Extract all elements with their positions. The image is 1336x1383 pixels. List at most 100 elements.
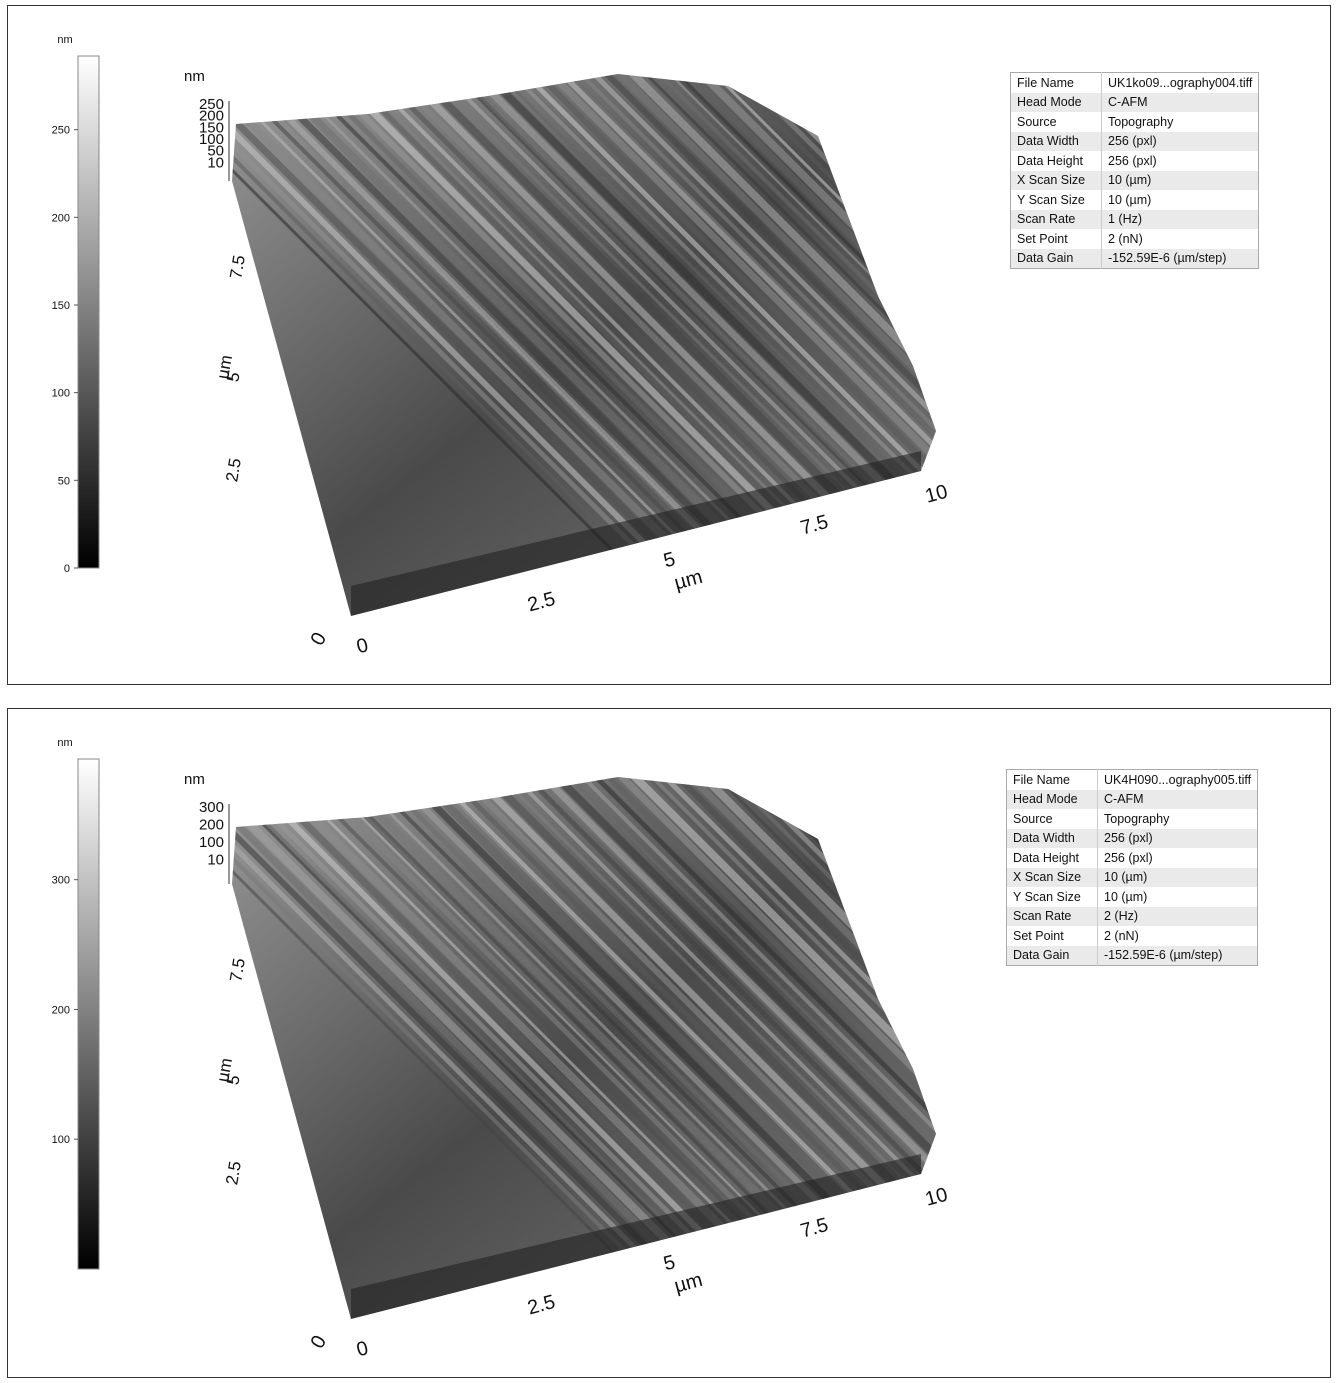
colorbar-tick-label: 100 (52, 1134, 70, 1146)
x-tick-label: 10 (923, 481, 950, 508)
x-tick-label: 7.5 (798, 1214, 831, 1242)
info-key: Data Width (1011, 132, 1102, 152)
afm-panel: nm050100150200250nm25020015010050102.557… (7, 5, 1331, 685)
y-tick-label: 2.5 (222, 457, 245, 484)
z-tick-label: 10 (207, 154, 224, 171)
info-row: Data Gain-152.59E-6 (µm/step) (1011, 249, 1259, 269)
z-axis-unit: nm (184, 771, 205, 788)
x-tick-label: 5 (661, 1251, 677, 1275)
z-tick-label: 300 (199, 799, 224, 816)
colorbar-tick-label: 0 (64, 563, 70, 575)
z-axis-unit: nm (184, 68, 205, 85)
origin-label: 0 (306, 1332, 331, 1353)
z-tick-label: 100 (199, 834, 224, 851)
x-tick-label: 7.5 (798, 511, 831, 539)
info-key: X Scan Size (1011, 171, 1102, 191)
info-value: 256 (pxl) (1098, 848, 1258, 868)
info-key: Data Width (1007, 829, 1098, 849)
info-value: 256 (pxl) (1102, 151, 1259, 171)
x-tick-label: 0 (354, 1337, 370, 1361)
info-value: 10 (µm) (1098, 887, 1258, 907)
info-value: 2 (Hz) (1098, 907, 1258, 927)
x-tick-label: 0 (354, 634, 370, 658)
info-value: 2 (nN) (1098, 926, 1258, 946)
x-axis-unit: µm (672, 1269, 705, 1298)
x-tick-label: 5 (661, 548, 677, 572)
y-tick-label: 2.5 (222, 1160, 245, 1187)
colorbar-tick-label: 200 (52, 1004, 70, 1016)
info-key: Head Mode (1007, 790, 1098, 810)
info-key: File Name (1011, 73, 1102, 93)
info-key: Data Height (1007, 848, 1098, 868)
info-key: Head Mode (1011, 93, 1102, 113)
info-value: Topography (1102, 112, 1259, 132)
colorbar-tick-label: 50 (58, 475, 70, 487)
info-key: File Name (1007, 770, 1098, 790)
info-row: Set Point2 (nN) (1007, 926, 1258, 946)
info-key: Y Scan Size (1011, 190, 1102, 210)
info-value: 2 (nN) (1102, 229, 1259, 249)
colorbar-unit: nm (57, 737, 72, 749)
info-key: Set Point (1011, 229, 1102, 249)
z-tick-label: 10 (207, 852, 224, 869)
info-row: X Scan Size10 (µm) (1007, 868, 1258, 888)
colorbar-tick-label: 250 (52, 125, 70, 137)
info-row: Data Height256 (pxl) (1011, 151, 1259, 171)
info-value: UK1ko09...ography004.tiff (1102, 73, 1259, 93)
info-value: 10 (µm) (1098, 868, 1258, 888)
info-key: Scan Rate (1007, 907, 1098, 927)
colorbar-tick-label: 100 (52, 388, 70, 400)
info-value: 256 (pxl) (1102, 132, 1259, 152)
z-tick-label: 200 (199, 817, 224, 834)
colorbar-unit: nm (57, 34, 72, 46)
info-value: C-AFM (1098, 790, 1258, 810)
info-key: Data Gain (1007, 946, 1098, 966)
info-key: Y Scan Size (1007, 887, 1098, 907)
x-axis-unit: µm (672, 566, 705, 595)
info-row: SourceTopography (1011, 112, 1259, 132)
info-row: Data Width256 (pxl) (1011, 132, 1259, 152)
info-value: C-AFM (1102, 93, 1259, 113)
info-value: 10 (µm) (1102, 171, 1259, 191)
info-value: Topography (1098, 809, 1258, 829)
x-tick-label: 2.5 (525, 1291, 558, 1319)
info-value: 10 (µm) (1102, 190, 1259, 210)
colorbar (78, 56, 99, 568)
info-key: Source (1007, 809, 1098, 829)
info-row: Data Gain-152.59E-6 (µm/step) (1007, 946, 1258, 966)
info-key: Scan Rate (1011, 210, 1102, 230)
info-value: UK4H090...ography005.tiff (1098, 770, 1258, 790)
info-key: Set Point (1007, 926, 1098, 946)
x-tick-label: 2.5 (525, 588, 558, 616)
info-key: Data Height (1011, 151, 1102, 171)
info-key: Data Gain (1011, 249, 1102, 269)
info-value: -152.59E-6 (µm/step) (1098, 946, 1258, 966)
info-value: -152.59E-6 (µm/step) (1102, 249, 1259, 269)
x-tick-label: 10 (923, 1184, 950, 1211)
colorbar-tick-label: 150 (52, 300, 70, 312)
y-tick-label: 7.5 (226, 254, 249, 281)
page: {"panels": [ {"colorbar": {"unit": "nm",… (0, 0, 1336, 1383)
colorbar (78, 759, 99, 1269)
info-key: Source (1011, 112, 1102, 132)
colorbar-tick-label: 200 (52, 212, 70, 224)
info-value: 1 (Hz) (1102, 210, 1259, 230)
y-tick-label: 7.5 (226, 957, 249, 984)
origin-label: 0 (306, 629, 331, 650)
info-value: 256 (pxl) (1098, 829, 1258, 849)
